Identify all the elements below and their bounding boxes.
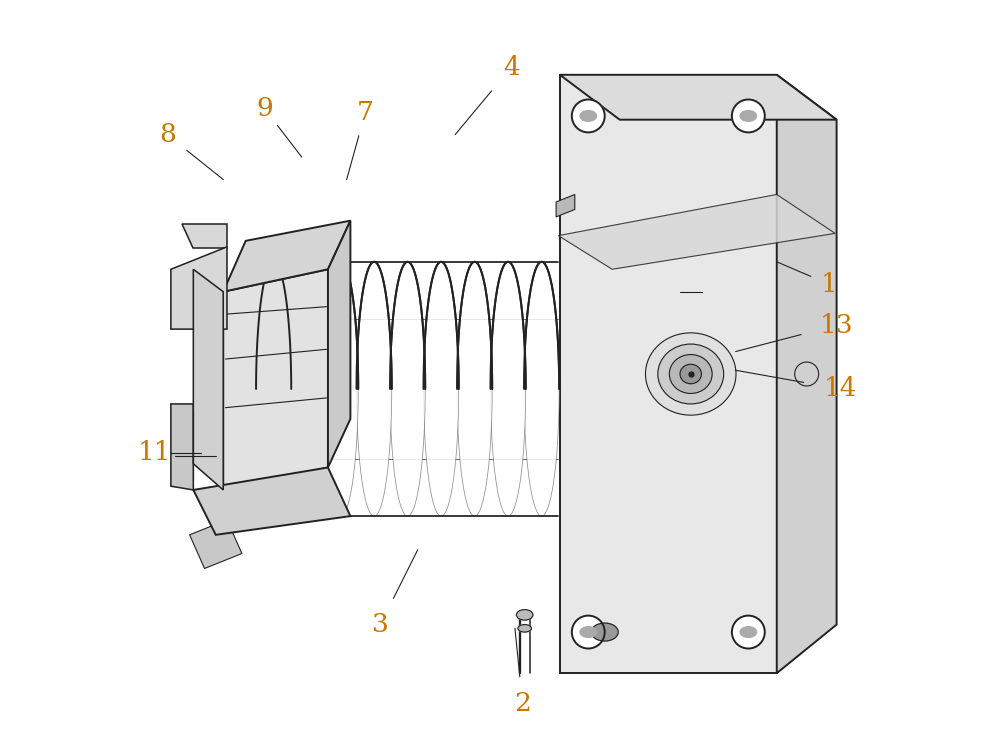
Text: 13: 13 bbox=[820, 313, 853, 338]
Ellipse shape bbox=[645, 333, 736, 415]
Text: 9: 9 bbox=[256, 96, 273, 121]
Ellipse shape bbox=[591, 623, 618, 641]
Ellipse shape bbox=[516, 610, 533, 620]
Ellipse shape bbox=[580, 627, 596, 637]
Polygon shape bbox=[777, 75, 837, 673]
Ellipse shape bbox=[740, 111, 757, 121]
Text: 8: 8 bbox=[159, 122, 176, 147]
Text: 7: 7 bbox=[357, 99, 374, 125]
Text: 1: 1 bbox=[821, 272, 837, 297]
Polygon shape bbox=[525, 266, 559, 512]
Polygon shape bbox=[324, 266, 358, 512]
Polygon shape bbox=[190, 520, 242, 568]
Polygon shape bbox=[223, 269, 328, 490]
Circle shape bbox=[572, 99, 605, 132]
Polygon shape bbox=[357, 266, 391, 512]
Polygon shape bbox=[560, 75, 777, 673]
Polygon shape bbox=[328, 221, 350, 468]
Text: 3: 3 bbox=[372, 612, 389, 637]
Circle shape bbox=[732, 616, 765, 649]
Polygon shape bbox=[391, 266, 425, 512]
Polygon shape bbox=[491, 266, 525, 512]
Polygon shape bbox=[193, 269, 223, 490]
Polygon shape bbox=[558, 194, 835, 269]
Ellipse shape bbox=[658, 344, 724, 404]
Polygon shape bbox=[458, 266, 492, 512]
Polygon shape bbox=[424, 266, 458, 512]
Ellipse shape bbox=[518, 625, 531, 632]
Ellipse shape bbox=[740, 627, 757, 637]
Polygon shape bbox=[560, 75, 837, 120]
Polygon shape bbox=[171, 404, 193, 490]
Polygon shape bbox=[171, 247, 227, 329]
Text: 11: 11 bbox=[138, 440, 171, 465]
Circle shape bbox=[732, 99, 765, 132]
Ellipse shape bbox=[680, 364, 701, 384]
Polygon shape bbox=[193, 468, 350, 535]
Ellipse shape bbox=[669, 355, 712, 393]
Circle shape bbox=[572, 616, 605, 649]
Ellipse shape bbox=[580, 111, 596, 121]
Polygon shape bbox=[290, 266, 324, 512]
Text: 14: 14 bbox=[824, 376, 857, 402]
Polygon shape bbox=[223, 221, 350, 292]
Text: 2: 2 bbox=[514, 690, 531, 716]
Polygon shape bbox=[556, 194, 575, 217]
Polygon shape bbox=[257, 266, 291, 512]
Text: 4: 4 bbox=[503, 55, 520, 80]
Polygon shape bbox=[182, 224, 227, 248]
